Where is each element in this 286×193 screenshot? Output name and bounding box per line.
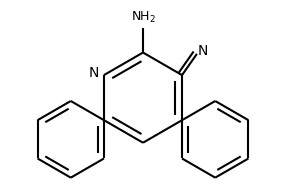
Text: N: N xyxy=(197,44,208,58)
Text: N: N xyxy=(89,66,99,80)
Text: NH$_2$: NH$_2$ xyxy=(130,10,156,25)
